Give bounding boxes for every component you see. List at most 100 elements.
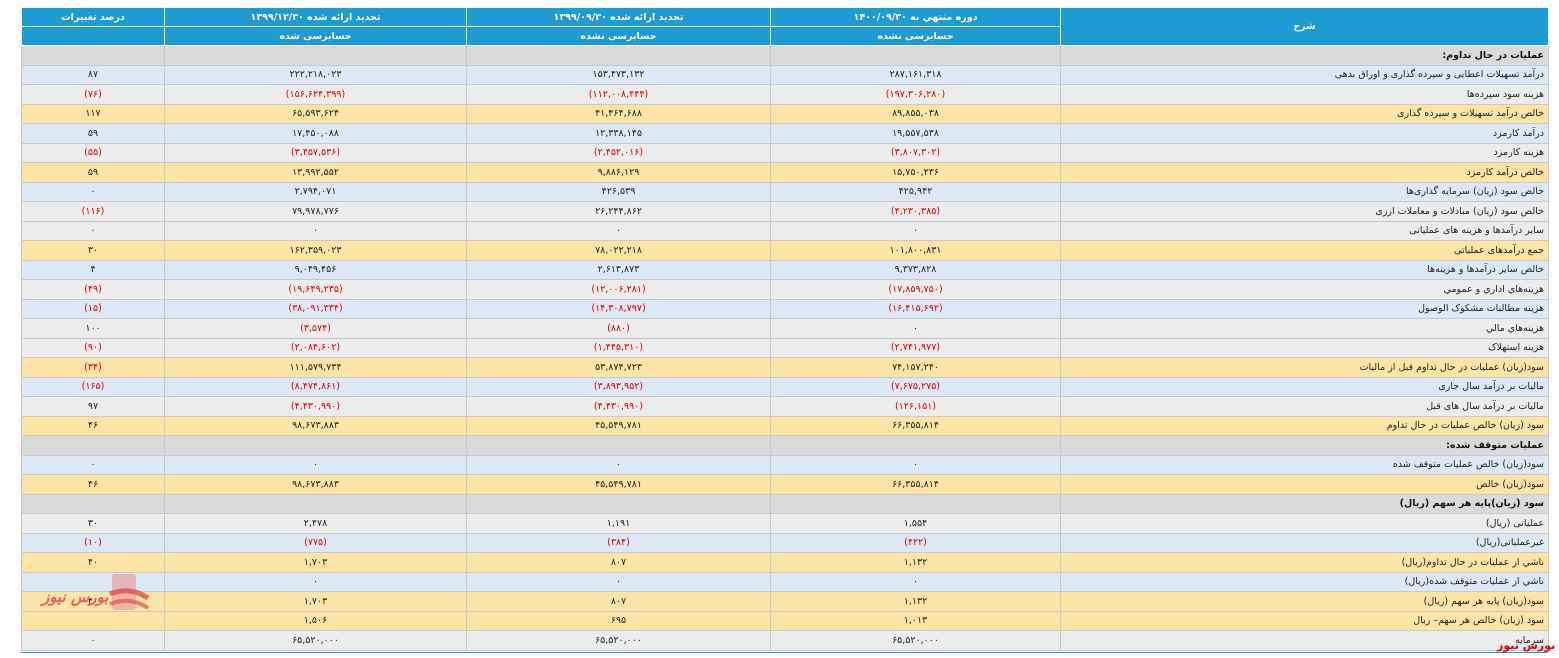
cell-p3: ۰	[164, 454, 467, 475]
table-row: هزینه‌هاي مالي ۰ (۸۸۰) (۳,۵۷۴) ۱۰۰	[21, 318, 1549, 339]
cell-change: (۱۶۵)	[21, 376, 165, 397]
bottom-divider	[21, 652, 1548, 653]
row-description: خالص سود (زیان) مبادلات و معاملات ارزی	[1060, 201, 1549, 222]
cell-p2: ۸۰۷	[466, 552, 771, 573]
row-description: سود(زیان) خالص عملیات متوقف شده	[1060, 454, 1549, 475]
section-label: عملیات متوقف شده:	[1060, 435, 1549, 456]
cell-p3: ۰	[164, 571, 467, 592]
cell-p2: ۶۹۵	[466, 610, 771, 631]
cell-p1: (۲,۷۴۱,۹۷۷)	[770, 337, 1061, 358]
row-description: مالیات بر درآمد سال جاری	[1060, 376, 1549, 397]
cell-p3: (۱۵۶,۶۲۴,۳۹۹)	[164, 84, 467, 105]
cell-p2: ۱۵۳,۴۷۳,۱۳۲	[466, 64, 771, 85]
row-description: غیرعملیاتی(ریال)	[1060, 532, 1549, 553]
cell-p2: ۵۳,۸۷۴,۷۲۳	[466, 357, 771, 378]
cell-change	[21, 610, 165, 631]
cell-p3: ۱,۷۰۳	[164, 591, 467, 612]
cell-p1: ۱۵,۷۵۰,۲۳۶	[770, 162, 1061, 183]
table-row: خالص درآمد کارمزد ۱۵,۷۵۰,۲۳۶ ۹,۸۸۶,۱۲۹ ۱۳,۹…	[21, 162, 1549, 183]
cell-p1: (۱۹۷,۳۰۶,۲۸۰)	[770, 84, 1061, 105]
cell-p2: (۱,۴۴۵,۳۱۰)	[466, 337, 771, 358]
section-label: عملیات در حال تداوم:	[1060, 45, 1549, 66]
subheader-period-1399-12: حسابرسی شده	[164, 26, 467, 46]
table-row: درآمد کارمزد ۱۹,۵۵۷,۵۳۸ ۱۲,۳۳۸,۱۴۵ ۱۷,۴۵۰,۰…	[21, 123, 1549, 144]
cell-change: (۷۶)	[21, 84, 165, 105]
cell-p3: ۲,۴۷۸	[164, 513, 467, 534]
cell-p1: ۰	[770, 454, 1061, 475]
cell-p3: (۴,۴۳۰,۹۹۰)	[164, 396, 467, 417]
cell-p1: ۰	[770, 220, 1061, 241]
cell-p2: ۱۲,۳۳۸,۱۴۵	[466, 123, 771, 144]
cell-p2: (۸۸۰)	[466, 318, 771, 339]
row-description: سرمایه	[1060, 630, 1549, 651]
cell-change: (۵۵)	[21, 142, 165, 163]
cell-p2: ۰	[466, 220, 771, 241]
cell-p2: ۴۱,۴۶۴,۶۸۸	[466, 103, 771, 124]
cell-p3: ۹,۰۴۹,۴۵۶	[164, 259, 467, 280]
section-empty-cell	[770, 435, 1061, 456]
cell-p3: ۲۲۲,۲۱۸,۰۲۳	[164, 64, 467, 85]
row-description: ناشي از عملیات متوقف شده(ریال)	[1060, 571, 1549, 592]
row-description: سود (زیان) خالص عملیات در حال تداوم	[1060, 415, 1549, 436]
section-label: سود (زیان)پایه هر سهم (ریال)	[1060, 493, 1549, 514]
row-description: هزینه کارمزد	[1060, 142, 1549, 163]
table-row: هزینه استهلاک (۲,۷۴۱,۹۷۷) (۱,۴۴۵,۳۱۰) (۲,۰۸…	[21, 337, 1549, 358]
row-description: خالص سود (زیان) سرمایه گذاری‌ها	[1060, 181, 1549, 202]
row-description: هزینه سود سپرده‌ها	[1060, 84, 1549, 105]
cell-change: ۴۶	[21, 415, 165, 436]
cell-p1: (۴,۲۳۰,۳۸۵)	[770, 201, 1061, 222]
cell-p2: ۰	[466, 571, 771, 592]
cell-p1: (۱۷,۸۵۹,۷۵۰)	[770, 279, 1061, 300]
table-row: هزینه سود سپرده‌ها (۱۹۷,۳۰۶,۲۸۰) (۱۱۲,۰۰۸,…	[21, 84, 1549, 105]
cell-p2: (۱۲,۰۰۶,۲۸۱)	[466, 279, 771, 300]
section-empty-cell	[21, 45, 165, 66]
row-description: درآمد کارمزد	[1060, 123, 1549, 144]
row-description: سود (زیان) خالص هر سهم– ریال	[1060, 610, 1549, 631]
cell-p1: ۰	[770, 571, 1061, 592]
subheader-period-1400: حسابرسی نشده	[770, 26, 1061, 46]
cell-change: ۹۷	[21, 396, 165, 417]
cell-p1: ۱,۵۵۴	[770, 513, 1061, 534]
section-empty-cell	[164, 435, 467, 456]
cell-p3: ۱,۷۰۳	[164, 552, 467, 573]
row-description: جمع درآمدهای عملیاتی	[1060, 240, 1549, 261]
bourse-news-logo-icon	[109, 574, 150, 610]
row-description: مالیات بر درآمد سال های قبل	[1060, 396, 1549, 417]
cell-p2: ۴۵,۵۴۹,۷۸۱	[466, 415, 771, 436]
table-row: خالص سایر درآمدها و هزینه‌ها ۹,۳۷۳,۸۲۸ ۲,۶…	[21, 259, 1549, 280]
cell-p1: ۲۸۷,۱۶۱,۳۱۸	[770, 64, 1061, 85]
cell-p1: ۰	[770, 318, 1061, 339]
row-description: هزینه استهلاک	[1060, 337, 1549, 358]
cell-change: ۱۱۷	[21, 103, 165, 124]
section-row: عملیات متوقف شده:	[21, 435, 1549, 456]
cell-p1: ۶۵,۵۲۰,۰۰۰	[770, 630, 1061, 651]
cell-p3: ۲,۷۹۴,۰۷۱	[164, 181, 467, 202]
cell-p1: ۱۹,۵۵۷,۵۳۸	[770, 123, 1061, 144]
table-row: درآمد تسهیلات اعطایی و سپرده گذاری و اور…	[21, 64, 1549, 85]
cell-change: (۱۱۶)	[21, 201, 165, 222]
cell-p3: (۳,۴۵۷,۵۳۶)	[164, 142, 467, 163]
cell-p3: ۱۶۲,۳۵۹,۰۲۳	[164, 240, 467, 261]
cell-change: (۴۹)	[21, 279, 165, 300]
cell-p2: (۳,۸۹۳,۹۵۲)	[466, 376, 771, 397]
cell-change: (۹۰)	[21, 337, 165, 358]
cell-p2: (۲,۴۵۲,۰۱۶)	[466, 142, 771, 163]
cell-p3: ۱۱۱,۵۷۹,۷۳۴	[164, 357, 467, 378]
cell-change: ۰	[21, 220, 165, 241]
table-row: مالیات بر درآمد سال های قبل (۱۲۶,۱۵۱) (۴,۴…	[21, 396, 1549, 417]
table-row: ناشي از عملیات در حال تداوم(ریال) ۱,۱۳۲ ۸۰…	[21, 552, 1549, 573]
row-description: سود(زیان) خالص	[1060, 474, 1549, 495]
cell-p3: ۱۷,۴۵۰,۰۸۸	[164, 123, 467, 144]
cell-change: ۱۰۰	[21, 318, 165, 339]
subheader-period-1399-09: حسابرسی نشده	[466, 26, 771, 46]
cell-p3: ۱۳,۹۹۲,۵۵۲	[164, 162, 467, 183]
row-description: سایر درآمدها و هزینه های عملیاتی	[1060, 220, 1549, 241]
cell-p3: (۲,۰۸۴,۶۰۲)	[164, 337, 467, 358]
financial-table-container: شرح دوره منتهي به ۱۴۰۰/۰۹/۳۰ تجدید ارائه…	[21, 7, 1549, 651]
cell-p2: ۶۵,۵۲۰,۰۰۰	[466, 630, 771, 651]
row-description: سود(زیان) عملیات در حال تداوم قبل از مال…	[1060, 357, 1549, 378]
section-row: سود (زیان)پایه هر سهم (ریال)	[21, 493, 1549, 514]
cell-change: ۵۹	[21, 123, 165, 144]
cell-p2: ۹,۸۸۶,۱۲۹	[466, 162, 771, 183]
row-description: خالص سایر درآمدها و هزینه‌ها	[1060, 259, 1549, 280]
